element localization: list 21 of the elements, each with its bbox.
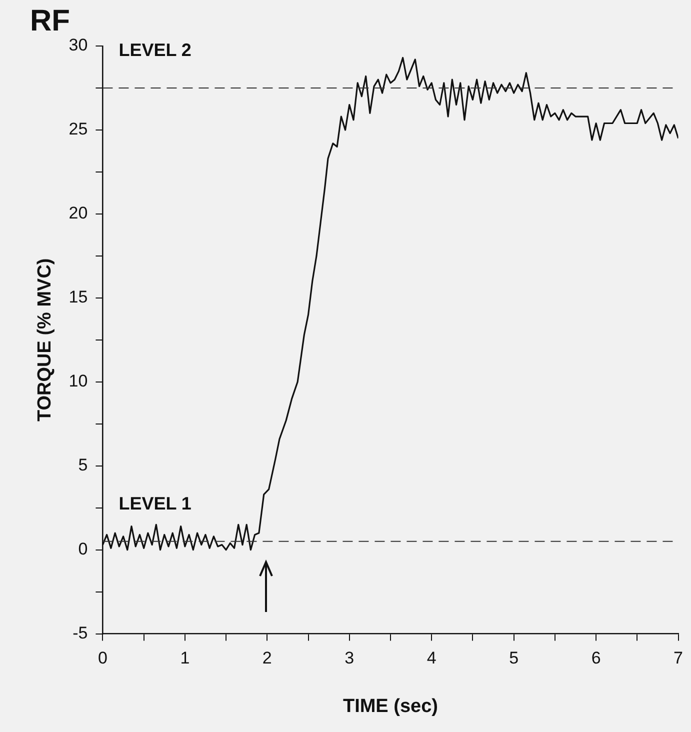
x-tick-label: 2 <box>262 648 272 668</box>
y-tick-label: 15 <box>68 288 88 307</box>
x-tick-label: 7 <box>674 648 684 668</box>
y-tick-label: 20 <box>68 204 88 223</box>
y-axis-title: TORQUE (% MVC) <box>34 258 56 422</box>
x-tick-label: 6 <box>591 648 601 668</box>
x-tick-label: 4 <box>426 648 436 668</box>
chart-title: RF <box>30 4 70 38</box>
x-axis-title: TIME (sec) <box>342 696 438 717</box>
y-tick-label: 0 <box>78 540 88 559</box>
y-tick-label: 25 <box>68 120 88 139</box>
y-tick-label: 10 <box>68 372 88 391</box>
y-tick-label: -5 <box>72 623 88 642</box>
y-tick-label: 5 <box>78 456 88 475</box>
ref-line-label: LEVEL 1 <box>118 493 192 514</box>
x-tick-label: 3 <box>344 648 354 668</box>
x-tick-label: 1 <box>180 648 190 668</box>
y-tick-label: 30 <box>68 36 88 55</box>
ref-line-label: LEVEL 2 <box>118 40 192 60</box>
x-tick-label: 5 <box>509 648 519 668</box>
x-tick-label: 0 <box>98 648 108 668</box>
